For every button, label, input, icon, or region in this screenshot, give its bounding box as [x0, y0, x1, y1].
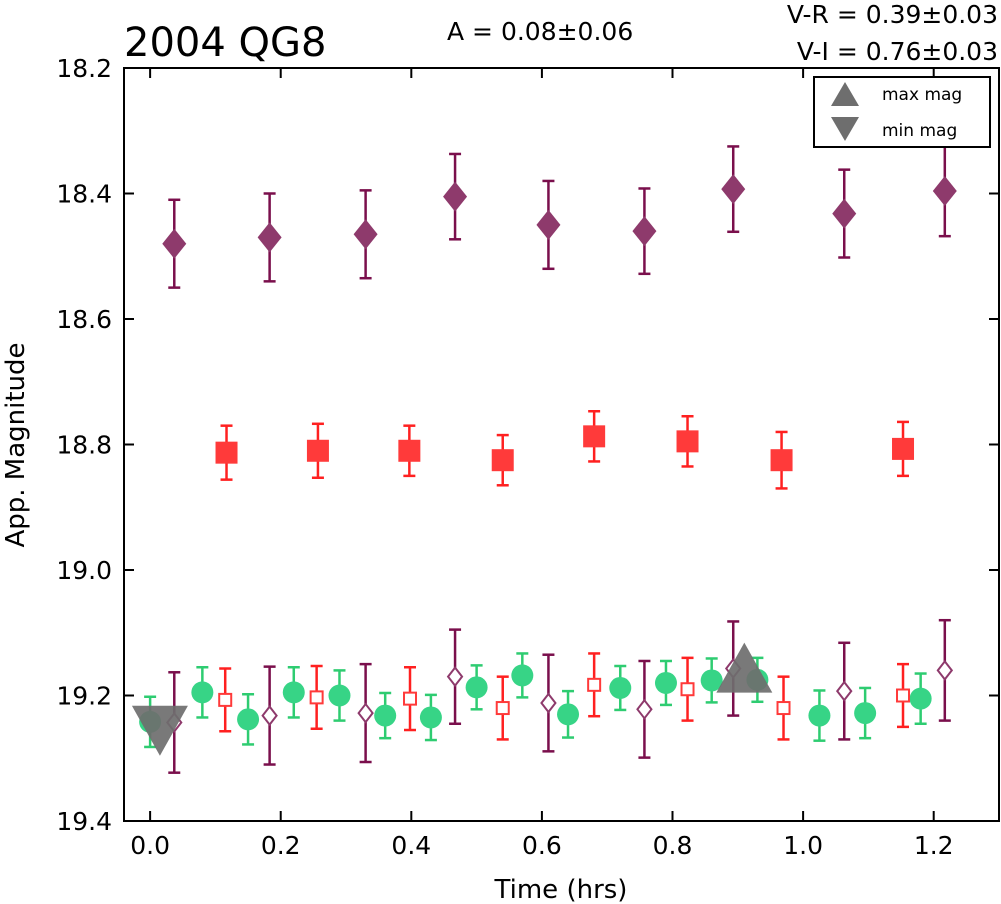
series-2 — [215, 409, 915, 490]
x-axis-label: Time (hrs) — [494, 875, 628, 904]
y-tick-label: 19.2 — [56, 682, 112, 711]
min-mag-marker — [131, 705, 188, 756]
data-point — [495, 701, 510, 716]
y-tick-label: 18.4 — [56, 180, 112, 209]
data-point — [808, 704, 831, 727]
max-mag-marker — [716, 642, 773, 693]
data-point — [557, 703, 580, 726]
data-point — [540, 692, 557, 714]
data-point — [419, 706, 442, 729]
x-tick-label: 1.2 — [914, 831, 954, 860]
x-tick-label: 0.2 — [261, 831, 301, 860]
data-point — [892, 437, 915, 460]
y-axis-label: App. Magnitude — [1, 342, 31, 547]
x-tick-label: 0.4 — [391, 831, 431, 860]
data-point — [776, 701, 791, 716]
y-tick-label: 19.0 — [56, 556, 112, 585]
data-point — [832, 198, 857, 229]
data-point — [491, 449, 514, 472]
y-tick-label: 19.4 — [56, 807, 112, 836]
chart-title: 2004 QG8 — [124, 20, 326, 66]
data-point — [511, 664, 534, 687]
data-point — [261, 704, 278, 727]
data-point — [536, 209, 561, 240]
data-point — [636, 698, 653, 720]
legend: max mag min mag — [813, 76, 991, 148]
data-point — [162, 228, 187, 259]
y-tick-label: 18.2 — [56, 54, 112, 83]
v-i-annotation: V-I = 0.76±0.03 — [797, 37, 998, 66]
data-point — [583, 425, 606, 448]
data-point — [398, 439, 421, 462]
data-point — [309, 690, 324, 705]
series-4 — [218, 652, 911, 741]
data-point — [854, 702, 877, 725]
data-point — [443, 181, 468, 212]
data-point — [306, 439, 329, 462]
min-mag-legend-icon — [831, 117, 859, 141]
data-point — [357, 702, 374, 724]
data-point — [446, 666, 464, 688]
data-point — [654, 671, 677, 694]
axis-ticks: 0.0 0.2 0.4 0.6 0.8 1.0 1.2 18.2 18.4 18.6 18.8 19.… — [56, 54, 999, 860]
data-point — [587, 677, 602, 692]
amplitude-annotation: A = 0.08±0.06 — [447, 17, 633, 46]
plot-frame — [123, 67, 1000, 822]
data-point — [770, 449, 793, 472]
series-1 — [162, 144, 957, 289]
data-point — [218, 692, 233, 707]
data-point — [191, 681, 214, 704]
x-tick-label: 1.0 — [783, 831, 823, 860]
x-tick-label: 0.8 — [653, 831, 693, 860]
data-point — [932, 175, 957, 206]
v-r-annotation: V-R = 0.39±0.03 — [787, 0, 998, 29]
data-point — [403, 691, 418, 706]
data-point — [237, 708, 260, 731]
data-point — [835, 680, 853, 702]
data-point — [909, 687, 932, 710]
legend-entry-max-mag: max mag — [882, 85, 962, 105]
data-point — [609, 676, 632, 699]
plot-marks — [131, 144, 957, 774]
data-point — [680, 682, 695, 697]
y-tick-label: 18.6 — [56, 305, 112, 334]
data-point — [700, 669, 723, 692]
max-mag-legend-icon — [831, 82, 859, 106]
y-tick-label: 18.8 — [56, 431, 112, 460]
data-point — [465, 676, 488, 699]
x-tick-label: 0.0 — [130, 831, 170, 860]
data-point — [936, 659, 954, 682]
legend-entry-min-mag: min mag — [882, 121, 957, 141]
series-3 — [139, 652, 932, 749]
data-point — [328, 684, 351, 707]
data-point — [676, 430, 699, 453]
data-point — [257, 222, 282, 253]
data-point — [282, 681, 305, 704]
data-point — [721, 174, 746, 205]
data-point — [215, 441, 238, 464]
data-point — [374, 704, 397, 727]
data-point — [353, 219, 378, 250]
data-point — [896, 688, 911, 703]
data-point — [632, 216, 657, 247]
x-tick-label: 0.6 — [522, 831, 562, 860]
